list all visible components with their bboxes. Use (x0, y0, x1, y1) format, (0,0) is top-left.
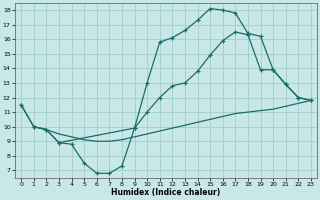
X-axis label: Humidex (Indice chaleur): Humidex (Indice chaleur) (111, 188, 221, 197)
